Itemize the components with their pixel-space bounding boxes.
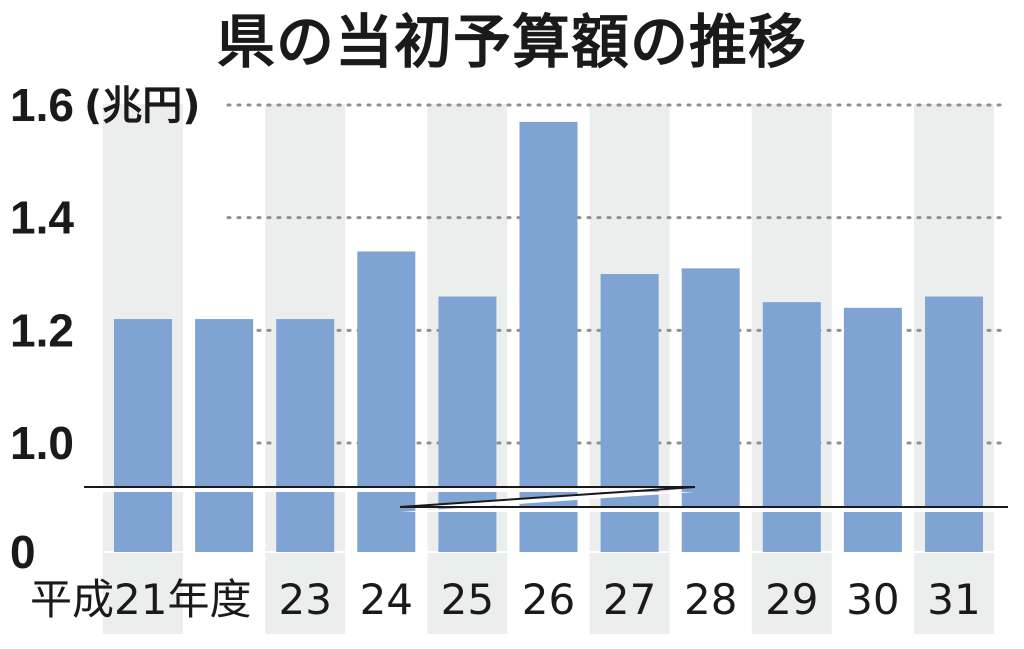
x-tick-label: 29 bbox=[765, 575, 818, 624]
x-tick-label: 31 bbox=[927, 575, 980, 624]
bar bbox=[438, 296, 497, 552]
y-tick-label: 1.6 bbox=[10, 79, 74, 131]
y-tick-label: 0 bbox=[10, 526, 36, 578]
axis-break-gap bbox=[84, 487, 1010, 512]
x-tick-label: 28 bbox=[684, 575, 737, 624]
x-tick-label: 30 bbox=[846, 575, 899, 624]
x-tick-label: 24 bbox=[360, 575, 413, 624]
y-axis-unit: (兆円) bbox=[84, 83, 201, 129]
x-tick-label: 平成21年度 bbox=[30, 575, 251, 624]
bar bbox=[600, 274, 659, 552]
x-tick-label: 23 bbox=[278, 575, 331, 624]
y-tick-label: 1.0 bbox=[10, 417, 74, 469]
x-tick-label: 26 bbox=[522, 575, 575, 624]
bar bbox=[195, 319, 254, 552]
bar bbox=[925, 296, 983, 552]
bar bbox=[843, 307, 902, 552]
x-tick-label: 27 bbox=[603, 575, 656, 624]
y-tick-label: 1.2 bbox=[10, 304, 74, 356]
bar bbox=[519, 121, 578, 553]
bar bbox=[114, 319, 172, 552]
x-tick-label: 25 bbox=[441, 575, 494, 624]
bar bbox=[681, 268, 740, 552]
bar bbox=[276, 319, 335, 552]
axis-break-line bbox=[84, 486, 1008, 508]
bar bbox=[762, 302, 821, 552]
axis-break bbox=[84, 486, 1010, 512]
bar bbox=[357, 251, 416, 552]
y-tick-label: 1.4 bbox=[10, 192, 74, 244]
y-axis-ticks: 0 1.0 1.2 1.4 1.6 (兆円) bbox=[10, 79, 201, 578]
chart-title: 県の当初予算額の推移 bbox=[216, 8, 807, 76]
x-axis-ticks: 平成21年度 23 24 25 26 27 28 29 30 31 bbox=[30, 575, 981, 624]
